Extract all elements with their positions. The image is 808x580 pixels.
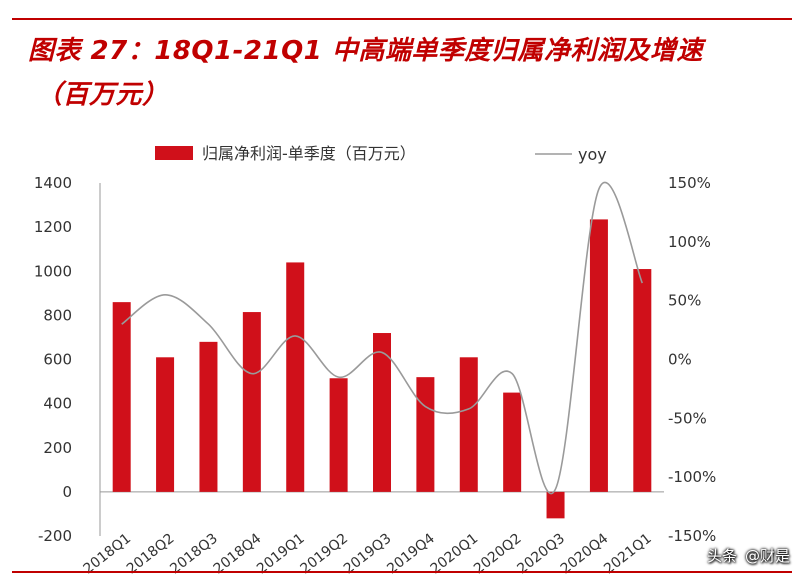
left-tick-label: 0 bbox=[62, 483, 72, 501]
bar-2020Q4 bbox=[589, 219, 608, 492]
bar-2018Q4 bbox=[242, 312, 261, 492]
title-top-rule bbox=[12, 18, 792, 20]
bar-2020Q3 bbox=[546, 491, 565, 519]
watermark-account: @财是 bbox=[744, 547, 790, 565]
legend-bar-label: 归属净利润-单季度（百万元） bbox=[202, 144, 416, 163]
right-tick-label: 0% bbox=[668, 351, 692, 369]
bar-2020Q1 bbox=[459, 357, 478, 492]
right-tick-label: 50% bbox=[668, 292, 701, 310]
left-tick-label: 400 bbox=[43, 395, 72, 413]
bar-2018Q3 bbox=[199, 341, 218, 492]
watermark: 头条 @财是 bbox=[707, 545, 790, 566]
watermark-brand: 头条 bbox=[706, 547, 737, 565]
left-tick-label: 200 bbox=[43, 439, 72, 457]
bar-2019Q2 bbox=[329, 378, 348, 492]
bar-2018Q2 bbox=[156, 357, 175, 492]
bar-2018Q1 bbox=[112, 302, 131, 492]
legend-bar-swatch bbox=[155, 146, 193, 160]
right-tick-label: -100% bbox=[668, 468, 716, 486]
right-tick-label: 150% bbox=[668, 174, 711, 192]
bar-2020Q2 bbox=[503, 392, 522, 492]
footer-rule bbox=[12, 571, 792, 573]
right-tick-label: -50% bbox=[668, 409, 707, 427]
bar-2019Q3 bbox=[373, 333, 391, 492]
bar-2019Q4 bbox=[416, 377, 435, 492]
left-tick-label: 1200 bbox=[34, 218, 72, 236]
yoy-line bbox=[121, 181, 644, 494]
chart-title-unit: （百万元） bbox=[36, 80, 169, 110]
left-tick-label: 1400 bbox=[34, 174, 72, 192]
left-tick-label: 1000 bbox=[34, 262, 72, 280]
bar-2021Q1 bbox=[633, 269, 652, 492]
bar-2019Q1 bbox=[286, 262, 305, 492]
left-tick-label: 800 bbox=[43, 306, 72, 324]
legend-line-label: yoy bbox=[578, 145, 607, 164]
right-tick-label: 100% bbox=[668, 233, 711, 251]
left-tick-label: -200 bbox=[38, 527, 72, 545]
left-tick-label: 600 bbox=[43, 351, 72, 369]
right-tick-label: -150% bbox=[668, 527, 716, 545]
chart-title: 图表 27：18Q1-21Q1 中高端单季度归属净利润及增速 bbox=[28, 36, 703, 66]
